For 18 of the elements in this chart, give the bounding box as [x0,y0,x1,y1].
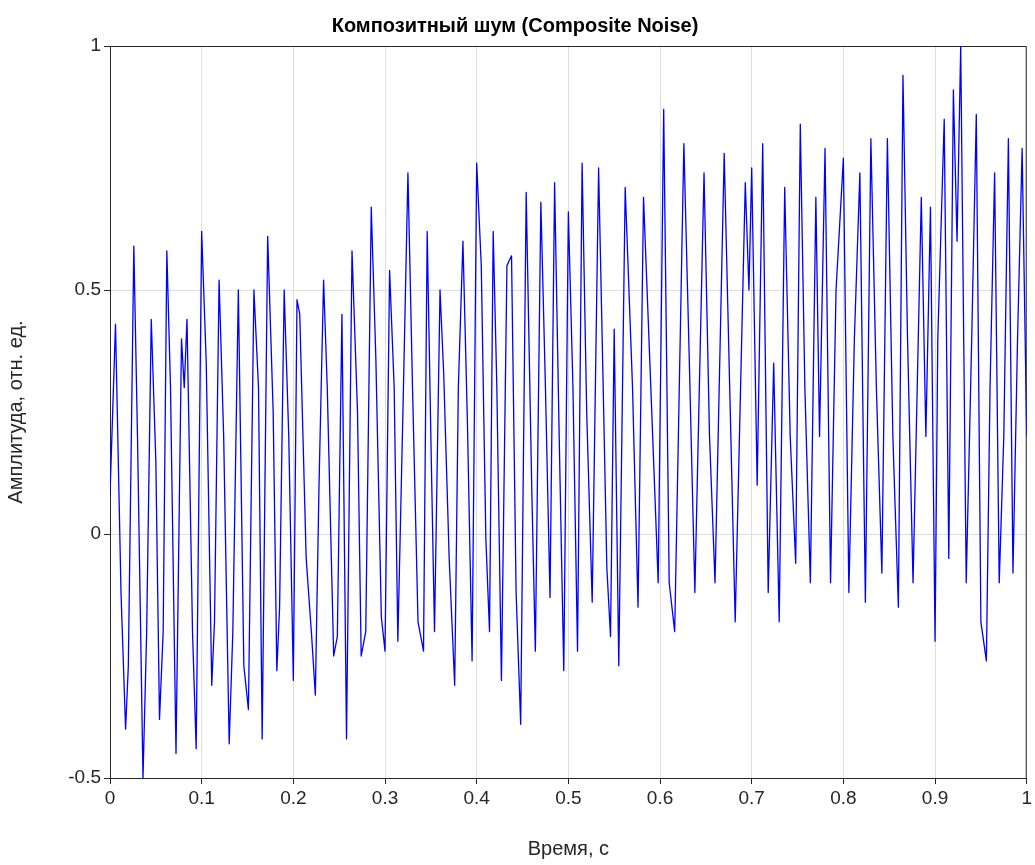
x-tick-label: 0.9 [921,786,949,808]
y-tick-label: -0.5 [68,766,101,788]
x-tick-label: 0.6 [646,786,674,808]
x-tick-label: 0.3 [371,786,399,808]
x-tick-label: 1 [1021,786,1033,808]
x-tick-label: 0.7 [738,786,765,808]
x-tick-label: 0 [104,786,116,808]
x-tick-label: 0.2 [280,786,307,808]
y-tick-label: 1 [90,34,101,56]
x-tick-label: 0.8 [830,786,857,808]
y-axis-title: Амплитуда, отн. ед. [3,320,26,504]
x-tick-label: 0.1 [188,786,215,808]
x-axis-title: Время, с [527,836,609,859]
x-tick-label: 0.5 [555,786,582,808]
x-tick-label: 0.4 [463,786,491,808]
chart-title: Композитный шум (Composite Noise) [331,13,699,36]
y-tick-label: 0 [90,522,101,544]
y-tick-label: 0.5 [74,278,101,300]
